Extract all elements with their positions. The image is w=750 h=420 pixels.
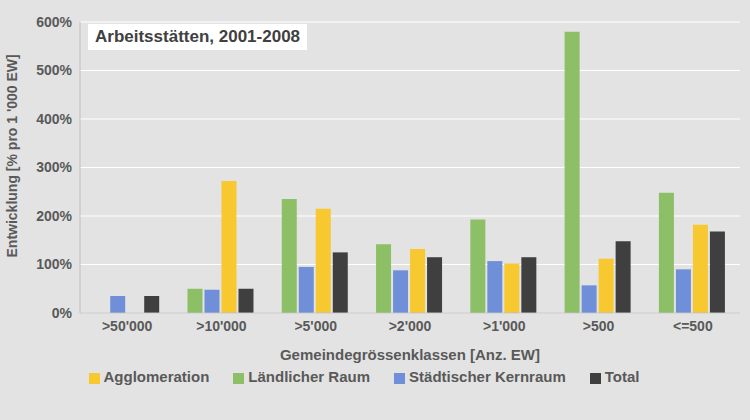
- svg-text:100%: 100%: [36, 256, 72, 272]
- svg-text:500%: 500%: [36, 62, 72, 78]
- html-text:Agglomeration: Agglomeration: [103, 368, 210, 385]
- html-text:Städtischer Kernraum: Städtischer Kernraum: [409, 368, 566, 385]
- svg-text:>50'000: >50'000: [102, 318, 153, 334]
- svg-text:300%: 300%: [36, 159, 72, 175]
- svg-text:>500: >500: [583, 318, 615, 334]
- svg-text:<=500: <=500: [673, 318, 713, 334]
- html-text:Arbeitsstätten, 2001-2008: Arbeitsstätten, 2001-2008: [95, 27, 300, 46]
- svg-text:>10'000: >10'000: [196, 318, 247, 334]
- svg-text:>1'000: >1'000: [483, 318, 526, 334]
- html-text:Total: Total: [604, 368, 640, 385]
- svg-text:600%: 600%: [36, 14, 72, 30]
- svg-text:>5'000: >5'000: [294, 318, 337, 334]
- html-text:Ländlicher Raum: Ländlicher Raum: [248, 368, 370, 385]
- svg-text:200%: 200%: [36, 208, 72, 224]
- svg-text:400%: 400%: [36, 111, 72, 127]
- svg-text:>2'000: >2'000: [389, 318, 432, 334]
- svg-text:Entwicklung [% pro 1 '000 EW]: Entwicklung [% pro 1 '000 EW]: [8, 54, 20, 257]
- svg-text:Gemeindegrössenklassen [Anz. E: Gemeindegrössenklassen [Anz. EW]: [280, 346, 540, 363]
- svg-text:0%: 0%: [52, 305, 73, 321]
